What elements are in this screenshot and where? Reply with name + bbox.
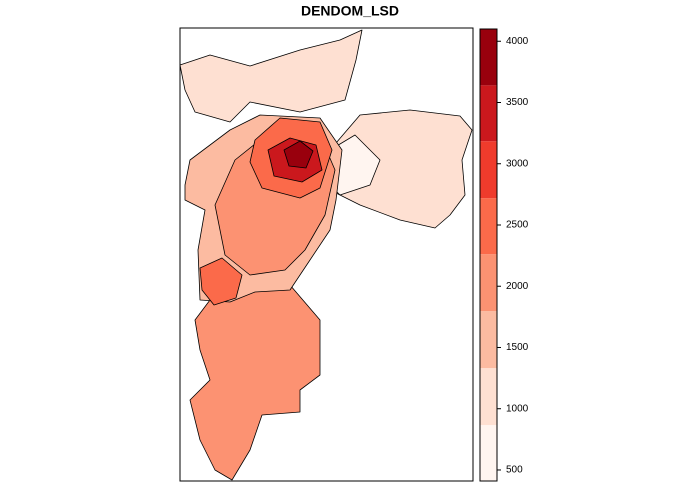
legend-tick-label: 2500: [506, 220, 529, 231]
region-east: [329, 109, 473, 229]
legend-tick-label: 4000: [506, 36, 529, 47]
map-frame: [179, 27, 474, 482]
legend-swatch: [480, 368, 497, 426]
legend-tick-label: 500: [506, 465, 523, 476]
legend-swatch: [480, 141, 497, 199]
region-southwest: [199, 257, 243, 306]
legend-tick-label: 1500: [506, 342, 529, 353]
legend-tick-label: 1000: [506, 403, 529, 414]
legend-tick-label: 2000: [506, 281, 529, 292]
legend-swatch: [480, 425, 497, 481]
map-title: DENDOM_LSD: [301, 3, 399, 19]
region-north: [179, 29, 363, 123]
legend-swatch: [480, 29, 497, 86]
legend-swatch: [480, 311, 497, 369]
legend-swatch: [480, 254, 497, 312]
legend-swatch: [480, 198, 497, 255]
district-map: [179, 29, 473, 481]
region-core: [283, 140, 314, 169]
legend-frame: [479, 28, 498, 482]
legend-tick-label: 3000: [506, 158, 529, 169]
legend-tick-label: 3500: [506, 97, 529, 108]
legend-swatch: [480, 85, 497, 142]
region-south: [189, 279, 321, 481]
